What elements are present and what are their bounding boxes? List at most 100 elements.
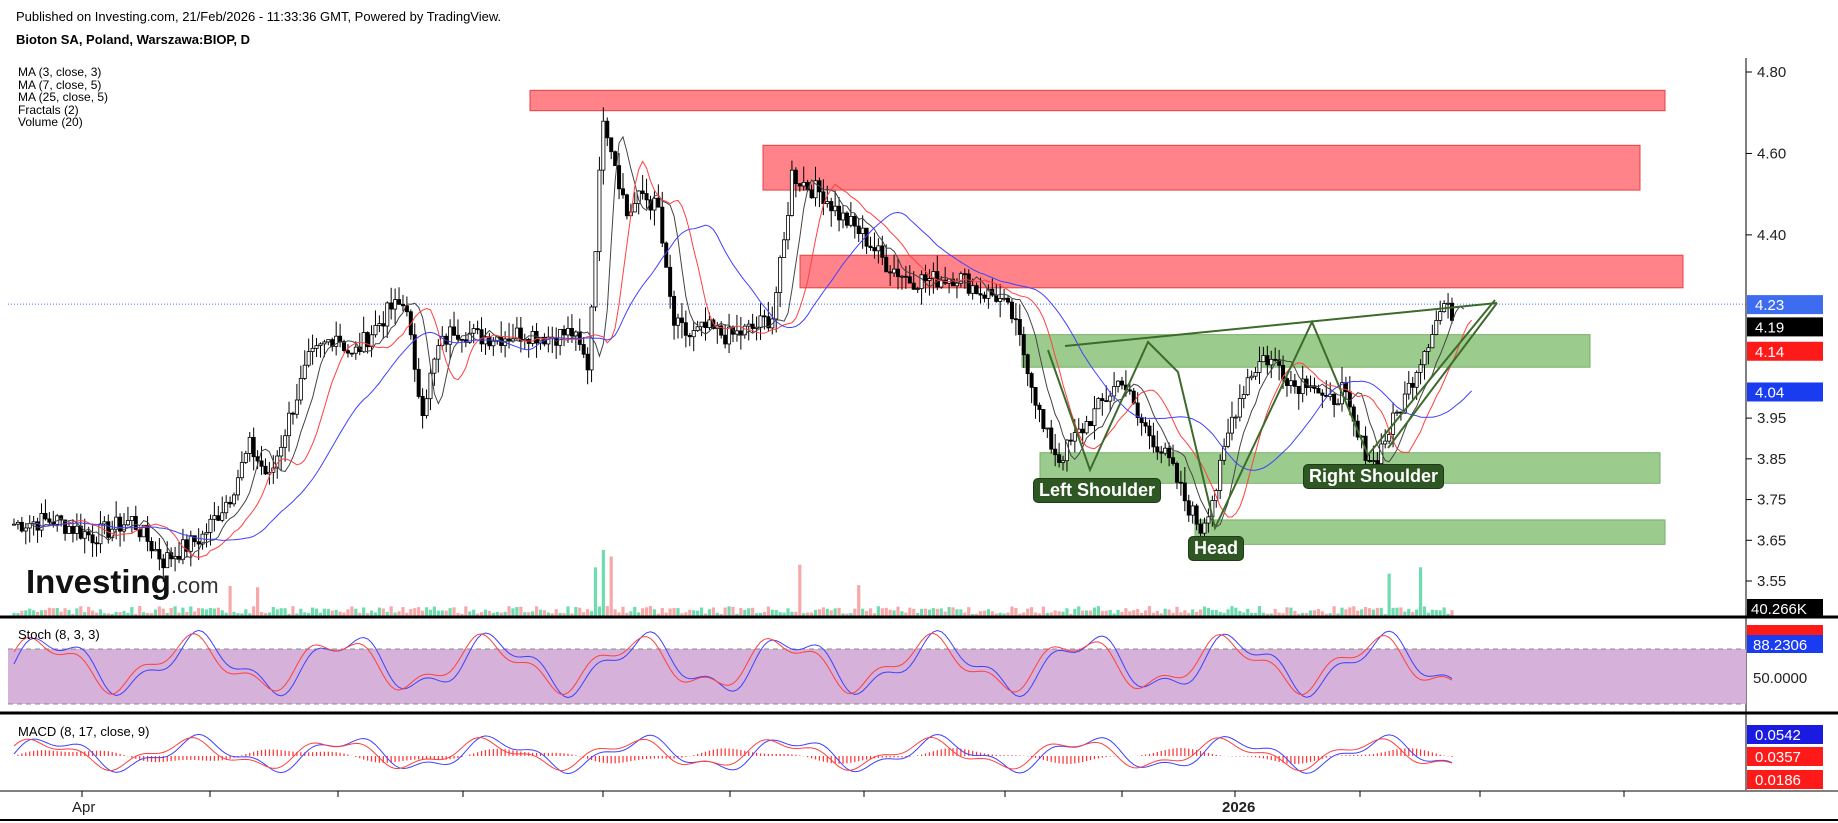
volume-bar: [1316, 608, 1321, 616]
volume-bar: [1022, 612, 1026, 616]
volume-bar: [1159, 613, 1163, 616]
indicator-ma7[interactable]: MA (7, close, 5): [18, 77, 102, 92]
candle-body: [1155, 446, 1160, 453]
volume-bar: [405, 612, 409, 616]
candle-body: [844, 212, 849, 226]
volume-bar: [311, 607, 315, 616]
volume-bar: [197, 607, 201, 616]
volume-bar: [751, 607, 755, 616]
resistance-zone-mid: [762, 144, 1641, 191]
price-badge-label: 4.19: [1755, 319, 1784, 336]
volume-bar: [1053, 610, 1057, 616]
indicator-volume[interactable]: Volume (20): [18, 115, 83, 129]
candle-body: [86, 531, 91, 536]
indicator-ma3[interactable]: MA (3, close, 3): [18, 65, 102, 79]
candle-body: [235, 477, 240, 496]
candle-body: [585, 353, 590, 371]
candle-body: [1422, 351, 1427, 366]
volume-bar: [1210, 610, 1214, 616]
candle-body: [365, 332, 370, 348]
candle-body: [754, 326, 759, 329]
volume-bar: [161, 608, 165, 616]
volume-bar: [295, 613, 299, 616]
volume-bar: [417, 607, 421, 616]
candle-body: [750, 323, 755, 329]
volume-bar: [67, 610, 71, 616]
volume-bar: [1253, 613, 1258, 616]
candle-body: [452, 326, 457, 336]
candle-body: [1406, 382, 1411, 395]
volume-bar: [1273, 608, 1277, 616]
volume-bar: [1088, 610, 1093, 616]
volume-bar: [1415, 609, 1419, 616]
macd-badge-label: 0.0186: [1755, 772, 1801, 789]
candle-body: [448, 326, 453, 345]
candle-body: [1092, 408, 1097, 427]
volume-bar: [1124, 608, 1128, 616]
indicator-fractals[interactable]: Fractals (2): [18, 102, 79, 117]
volume-bar: [990, 611, 994, 616]
candle-body: [565, 328, 570, 336]
volume-bar: [1030, 607, 1034, 616]
candle-body: [848, 215, 853, 226]
volume-bar: [527, 612, 531, 616]
y-tick-label: 3.55: [1757, 573, 1786, 590]
volume-bar: [731, 606, 735, 616]
volume-bar: [664, 612, 668, 616]
volume-bar: [483, 609, 488, 616]
candle-body: [746, 323, 751, 327]
volume-bar: [833, 608, 837, 616]
candle-body: [841, 212, 846, 221]
candle-body: [1226, 432, 1231, 447]
volume-bar: [1297, 613, 1301, 616]
candle-body: [459, 338, 464, 341]
volume-badge: [1747, 599, 1823, 617]
volume-bar: [1096, 606, 1100, 616]
candle-body: [216, 515, 221, 521]
volume-bar: [12, 612, 16, 616]
volume-bar: [444, 610, 448, 616]
candle-body: [1151, 435, 1156, 448]
candle-body: [672, 296, 677, 326]
volume-bar: [1301, 612, 1305, 616]
stoch-panel-title[interactable]: Stoch (8, 3, 3): [18, 627, 100, 642]
candle-body: [428, 372, 433, 400]
volume-bar: [1277, 612, 1281, 616]
volume-bar: [652, 609, 657, 616]
volume-bar: [267, 612, 271, 616]
volume-bar: [369, 610, 374, 616]
volume-bar: [200, 608, 205, 616]
candle-body: [1080, 428, 1085, 434]
candle-body: [283, 435, 288, 448]
volume-bar: [479, 612, 484, 616]
volume-bar: [908, 607, 912, 616]
volume-bar: [279, 608, 283, 616]
volume-bar: [507, 606, 511, 616]
volume-bar: [1379, 607, 1383, 616]
candle-body: [837, 205, 842, 221]
volume-bar: [994, 613, 998, 616]
volume-bar: [1418, 567, 1423, 616]
macd-panel-title[interactable]: MACD (8, 17, close, 9): [18, 724, 150, 739]
y-tick-label: 4.80: [1757, 64, 1786, 81]
volume-bar: [963, 612, 967, 616]
volume-bar: [397, 611, 401, 616]
volume-bar: [476, 613, 480, 616]
volume-bar: [1116, 609, 1120, 616]
volume-bar: [1403, 611, 1407, 616]
candle-body: [723, 334, 728, 345]
volume-bar: [519, 606, 523, 616]
volume-bar: [259, 612, 264, 616]
candle-body: [613, 151, 618, 166]
volume-bar: [1391, 607, 1395, 616]
candle-body: [1171, 457, 1176, 464]
volume-bar: [1446, 613, 1450, 616]
indicator-ma25[interactable]: MA (25, close, 5): [18, 90, 109, 104]
volume-bar: [1348, 607, 1352, 616]
volume-bar: [181, 607, 185, 616]
candle-body: [514, 327, 519, 340]
volume-bar: [593, 567, 598, 616]
candle-body: [852, 215, 857, 227]
candle-body: [782, 239, 787, 258]
